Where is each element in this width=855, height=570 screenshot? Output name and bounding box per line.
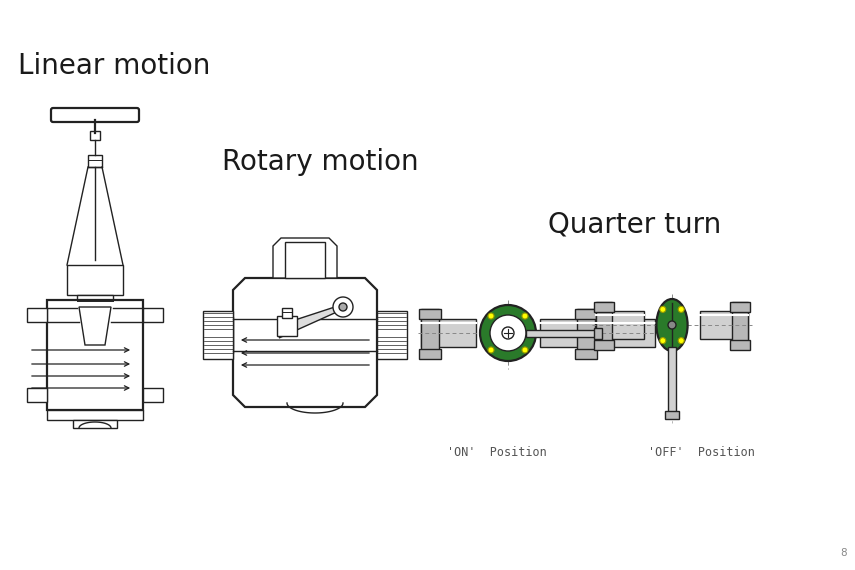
- Bar: [596, 311, 644, 339]
- Bar: [575, 309, 597, 319]
- Bar: [419, 309, 441, 319]
- Circle shape: [660, 306, 666, 312]
- Circle shape: [678, 337, 684, 344]
- Bar: [526, 330, 596, 337]
- Text: Rotary motion: Rotary motion: [222, 148, 419, 176]
- Circle shape: [490, 315, 526, 351]
- Bar: [88, 155, 102, 167]
- Bar: [577, 309, 595, 357]
- Circle shape: [488, 347, 494, 353]
- Polygon shape: [279, 303, 347, 338]
- Bar: [700, 311, 748, 339]
- Bar: [203, 311, 233, 359]
- Bar: [285, 242, 325, 278]
- Circle shape: [678, 306, 684, 312]
- FancyBboxPatch shape: [51, 108, 139, 122]
- Ellipse shape: [657, 299, 687, 351]
- Polygon shape: [79, 307, 111, 345]
- Text: 'OFF'  Position: 'OFF' Position: [648, 446, 755, 459]
- Bar: [419, 349, 441, 359]
- Polygon shape: [273, 238, 337, 278]
- Text: Linear motion: Linear motion: [18, 52, 210, 80]
- Bar: [596, 302, 612, 348]
- Bar: [47, 300, 143, 410]
- Bar: [211, 317, 233, 353]
- Bar: [594, 340, 614, 350]
- Polygon shape: [233, 278, 377, 407]
- Circle shape: [502, 327, 514, 339]
- Circle shape: [480, 305, 536, 361]
- Bar: [668, 347, 676, 415]
- Circle shape: [522, 347, 528, 353]
- Bar: [73, 420, 117, 428]
- Bar: [377, 311, 407, 359]
- Text: 'ON'  Position: 'ON' Position: [447, 446, 547, 459]
- Text: 8: 8: [840, 548, 847, 558]
- Bar: [594, 328, 602, 339]
- Bar: [421, 319, 476, 347]
- Bar: [377, 317, 399, 353]
- Circle shape: [668, 321, 676, 329]
- Bar: [143, 388, 163, 402]
- Text: Quarter turn: Quarter turn: [548, 210, 722, 238]
- Circle shape: [339, 303, 347, 311]
- Bar: [594, 302, 614, 312]
- Bar: [27, 308, 47, 322]
- Bar: [730, 340, 750, 350]
- Bar: [277, 316, 297, 336]
- Bar: [67, 265, 123, 295]
- Bar: [77, 295, 113, 307]
- Circle shape: [333, 297, 353, 317]
- Bar: [730, 302, 750, 312]
- Bar: [421, 309, 439, 357]
- Circle shape: [488, 313, 494, 319]
- Bar: [27, 388, 47, 402]
- Bar: [732, 302, 748, 348]
- Bar: [143, 308, 163, 322]
- Bar: [47, 410, 143, 420]
- Circle shape: [660, 337, 666, 344]
- Bar: [282, 308, 292, 318]
- Bar: [540, 319, 655, 347]
- Circle shape: [522, 313, 528, 319]
- Bar: [90, 131, 100, 140]
- Bar: [575, 349, 597, 359]
- Bar: [665, 411, 679, 419]
